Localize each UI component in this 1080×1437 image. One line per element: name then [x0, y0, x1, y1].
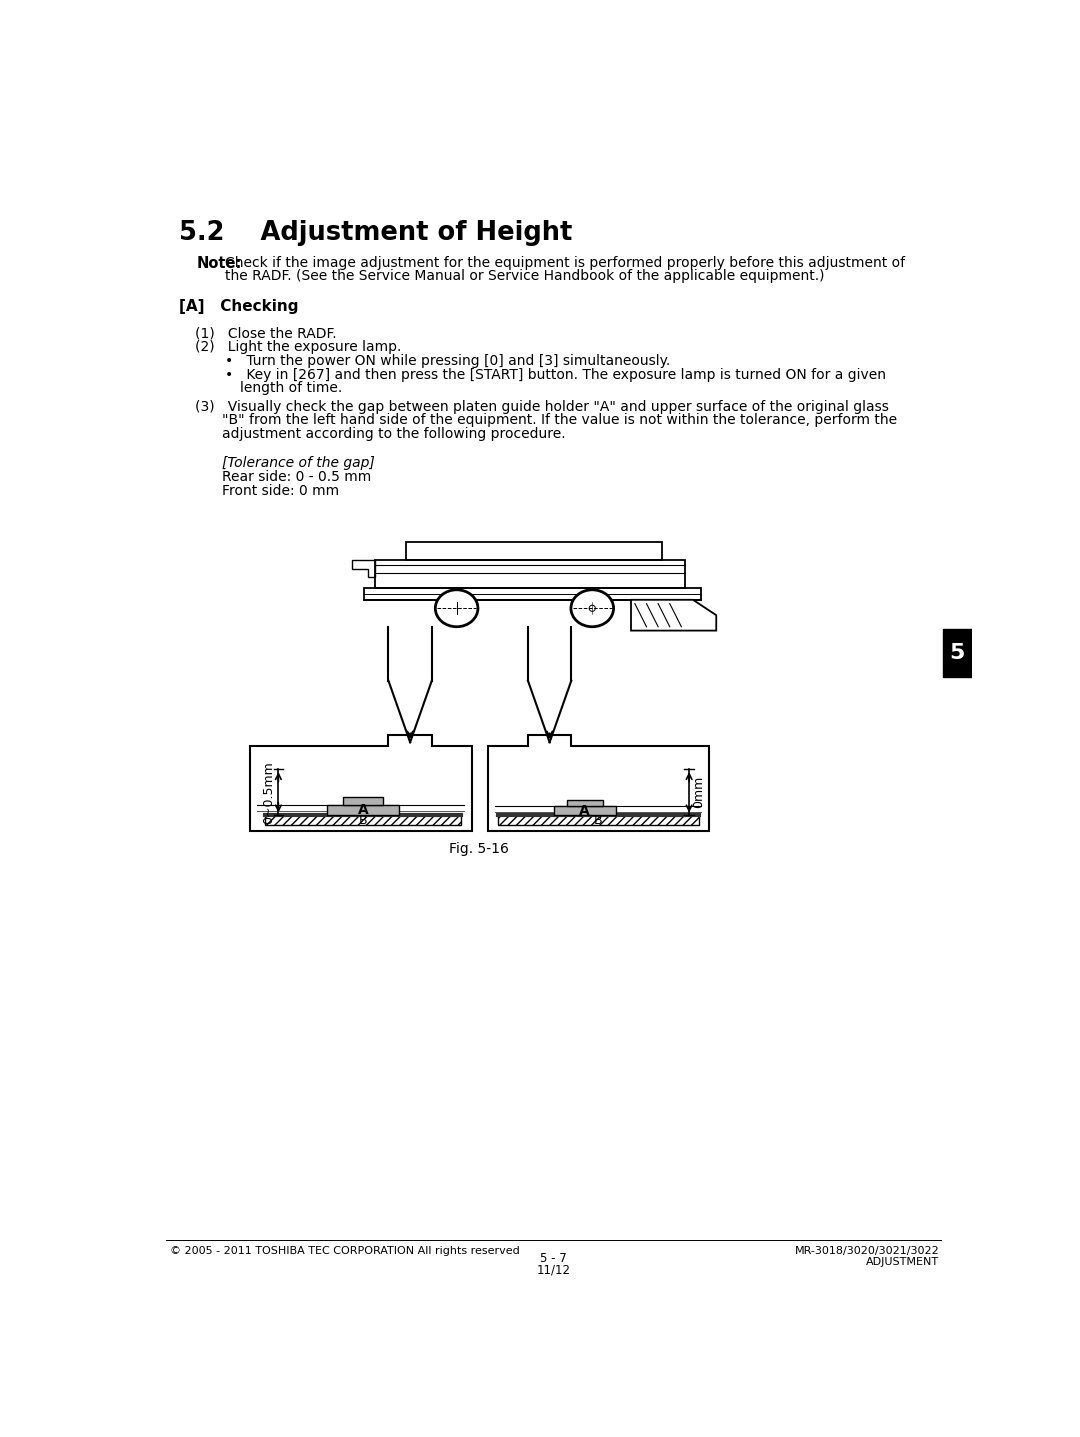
- Text: A: A: [579, 803, 590, 818]
- Polygon shape: [327, 805, 399, 815]
- Text: (2)   Light the exposure lamp.: (2) Light the exposure lamp.: [194, 341, 401, 355]
- Text: 11/12: 11/12: [537, 1263, 570, 1276]
- Text: the RADF. (See the Service Manual or Service Handbook of the applicable equipmen: the RADF. (See the Service Manual or Ser…: [225, 270, 824, 283]
- Ellipse shape: [435, 589, 478, 627]
- Text: [A]   Checking: [A] Checking: [179, 299, 299, 315]
- Text: •   Turn the power ON while pressing [0] and [3] simultaneously.: • Turn the power ON while pressing [0] a…: [225, 354, 671, 368]
- Text: Front side: 0 mm: Front side: 0 mm: [221, 483, 339, 497]
- Text: A: A: [357, 803, 368, 818]
- Text: "B" from the left hand side of the equipment. If the value is not within the tol: "B" from the left hand side of the equip…: [221, 414, 896, 427]
- Text: ADJUSTMENT: ADJUSTMENT: [866, 1256, 940, 1266]
- Text: 5.2    Adjustment of Height: 5.2 Adjustment of Height: [179, 220, 572, 246]
- Text: B: B: [359, 813, 367, 826]
- Text: Rear side: 0 - 0.5 mm: Rear side: 0 - 0.5 mm: [221, 470, 372, 484]
- Polygon shape: [554, 806, 616, 815]
- Text: length of time.: length of time.: [241, 381, 342, 395]
- Text: Fig. 5-16: Fig. 5-16: [449, 842, 509, 856]
- Text: © 2005 - 2011 TOSHIBA TEC CORPORATION All rights reserved: © 2005 - 2011 TOSHIBA TEC CORPORATION Al…: [170, 1246, 519, 1256]
- Polygon shape: [266, 815, 460, 825]
- Polygon shape: [567, 800, 603, 806]
- Text: [Tolerance of the gap]: [Tolerance of the gap]: [221, 456, 375, 470]
- Polygon shape: [342, 798, 383, 805]
- Text: 5: 5: [949, 642, 964, 662]
- Text: 0mm: 0mm: [692, 776, 705, 809]
- Polygon shape: [631, 599, 716, 631]
- Polygon shape: [498, 815, 699, 825]
- Text: B: B: [594, 813, 603, 826]
- Text: Note:: Note:: [197, 256, 242, 270]
- Text: adjustment according to the following procedure.: adjustment according to the following pr…: [221, 427, 566, 441]
- Polygon shape: [943, 629, 972, 677]
- Text: 0~0.5mm: 0~0.5mm: [262, 762, 275, 823]
- Text: •   Key in [267] and then press the [START] button. The exposure lamp is turned : • Key in [267] and then press the [START…: [225, 368, 886, 382]
- Text: MR-3018/3020/3021/3022: MR-3018/3020/3021/3022: [795, 1246, 940, 1256]
- Ellipse shape: [571, 589, 613, 627]
- Text: 5 - 7: 5 - 7: [540, 1252, 567, 1265]
- Text: Check if the image adjustment for the equipment is performed properly before thi: Check if the image adjustment for the eq…: [225, 256, 905, 270]
- Text: (1)   Close the RADF.: (1) Close the RADF.: [194, 326, 336, 341]
- Text: (3)   Visually check the gap between platen guide holder "A" and upper surface o: (3) Visually check the gap between plate…: [194, 399, 889, 414]
